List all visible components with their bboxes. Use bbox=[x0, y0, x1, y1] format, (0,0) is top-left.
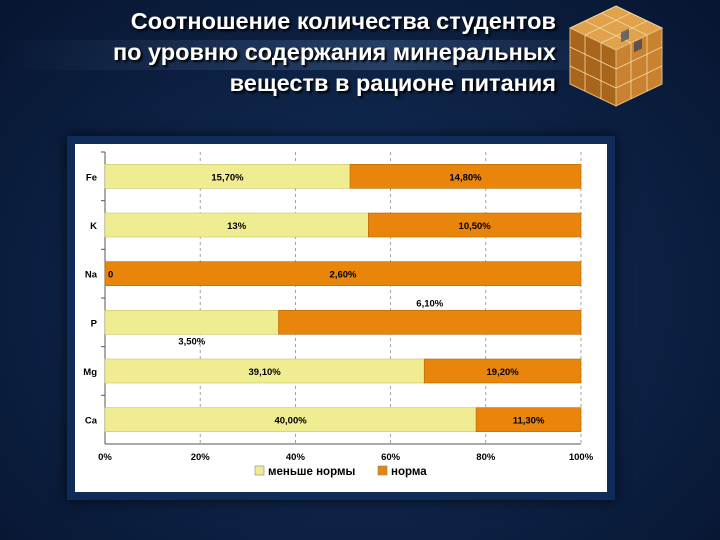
chart-area: 0% 20% 40% 60% 80% 100% Fe 15,70% 14,80% K 13% 10,5… bbox=[75, 144, 607, 492]
title-line-3: веществ в рационе питания bbox=[229, 70, 556, 96]
bar-norm bbox=[368, 212, 582, 238]
legend-label-below-norm: меньше нормы bbox=[268, 466, 355, 478]
chart-frame: 0% 20% 40% 60% 80% 100% Fe 15,70% 14,80% K 13% 10,5… bbox=[67, 136, 615, 500]
data-label-norm: 14,80% bbox=[449, 172, 482, 183]
data-label-below-norm: 13% bbox=[227, 221, 247, 232]
category-label: Fe bbox=[86, 172, 97, 183]
slide-title: Соотношение количества студентов по уров… bbox=[0, 6, 556, 99]
title-line-1: Соотношение количества студентов bbox=[130, 8, 556, 34]
bar-below-norm bbox=[104, 164, 351, 189]
bar-below-norm bbox=[104, 310, 279, 335]
category-label: Mg bbox=[83, 367, 97, 378]
bar-norm bbox=[104, 261, 582, 286]
stacked-bar-chart: 0% 20% 40% 60% 80% 100% Fe 15,70% 14,80% K 13% 10,5… bbox=[83, 151, 594, 478]
x-tick-label: 100% bbox=[569, 452, 594, 463]
category-label: P bbox=[91, 318, 98, 329]
category-label: Na bbox=[85, 270, 98, 281]
x-tick-label: 60% bbox=[381, 452, 401, 463]
data-label-norm: 10,50% bbox=[459, 221, 492, 232]
bar-below-norm bbox=[104, 358, 425, 384]
bar-norm bbox=[278, 310, 582, 335]
bar-norm bbox=[349, 164, 582, 189]
data-label-norm: 6,10% bbox=[416, 298, 443, 309]
legend-swatch-below-norm bbox=[254, 465, 265, 476]
bar-norm bbox=[423, 358, 582, 384]
legend-swatch-norm bbox=[377, 465, 388, 476]
x-tick-label: 0% bbox=[98, 452, 112, 463]
data-label-below-norm: 3,50% bbox=[178, 336, 205, 347]
data-label-below-norm: 39,10% bbox=[249, 367, 282, 378]
legend-label-norm: норма bbox=[391, 466, 427, 478]
category-label: Ca bbox=[85, 416, 98, 427]
data-label-below-norm: 0 bbox=[108, 270, 113, 281]
cube-logo-icon bbox=[568, 5, 664, 107]
category-label: K bbox=[90, 221, 97, 232]
bar-below-norm bbox=[104, 407, 477, 432]
title-highlight-band bbox=[0, 40, 640, 70]
bar-norm bbox=[475, 407, 582, 432]
data-label-norm: 11,30% bbox=[513, 416, 545, 427]
x-tick-label: 80% bbox=[476, 452, 496, 463]
x-tick-label: 40% bbox=[286, 452, 306, 463]
data-label-norm: 2,60% bbox=[330, 270, 357, 281]
title-line-2: по уровню содержания минеральных bbox=[112, 39, 556, 65]
x-tick-label: 20% bbox=[191, 452, 211, 463]
data-label-below-norm: 40,00% bbox=[274, 416, 307, 427]
data-label-below-norm: 15,70% bbox=[211, 172, 244, 183]
data-label-norm: 19,20% bbox=[487, 367, 520, 378]
